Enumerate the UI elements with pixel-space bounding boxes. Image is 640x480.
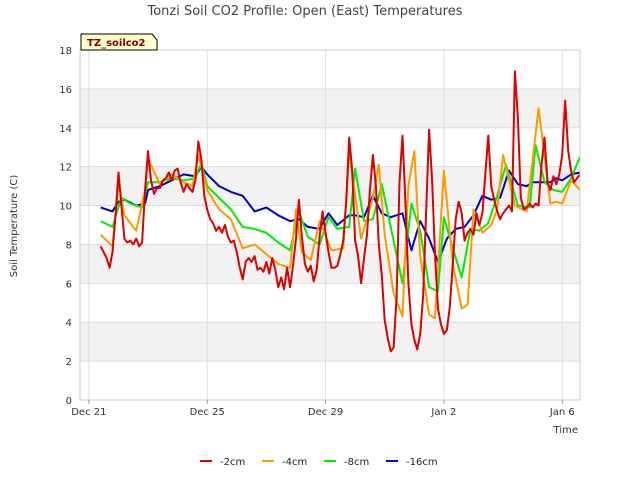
y-tick-label: 16 — [59, 85, 72, 96]
y-tick-label: 8 — [66, 240, 72, 251]
y-tick-label: 14 — [59, 124, 72, 135]
y-tick-label: 4 — [66, 318, 72, 329]
x-tick-label: Jan 2 — [430, 407, 456, 418]
plot-band — [80, 88, 580, 128]
axes: 0 2 4 6 8 10 12 14 16 18 Dec 21 Dec 25 Dec 29 Jan 2 Ja… — [59, 46, 581, 418]
y-tick-label: 12 — [59, 163, 72, 174]
plot-band — [80, 322, 580, 362]
tag-label: TZ_soilco2 — [87, 38, 146, 49]
y-tick-label: 6 — [66, 279, 72, 290]
plot-background — [80, 50, 580, 400]
x-tick-label: Dec 29 — [308, 407, 343, 418]
chart-title: Tonzi Soil CO2 Profile: Open (East) Temp… — [146, 4, 462, 19]
legend: -2cm -4cm -8cm -16cm — [200, 457, 438, 468]
y-axis-title: Soil Temperature (C) — [9, 175, 20, 278]
y-tick-label: 2 — [66, 357, 72, 368]
series-line-2cm — [99, 70, 580, 353]
x-tick-label: Dec 25 — [190, 407, 225, 418]
legend-label: -2cm — [220, 457, 245, 468]
series-line-8cm — [100, 144, 580, 293]
x-tick-label: Dec 21 — [71, 407, 106, 418]
plot-frame — [79, 49, 581, 401]
series-layer — [99, 70, 580, 353]
x-tick-label: Jan 6 — [549, 407, 575, 418]
legend-label: -4cm — [282, 457, 307, 468]
tag-box: TZ_soilco2 — [80, 33, 158, 51]
y-tick-label: 0 — [66, 396, 72, 407]
y-tick-label: 10 — [59, 202, 72, 213]
legend-label: -16cm — [406, 457, 438, 468]
x-axis-title: Time — [553, 425, 578, 436]
legend-label: -8cm — [344, 457, 369, 468]
y-tick-label: 18 — [59, 46, 72, 57]
